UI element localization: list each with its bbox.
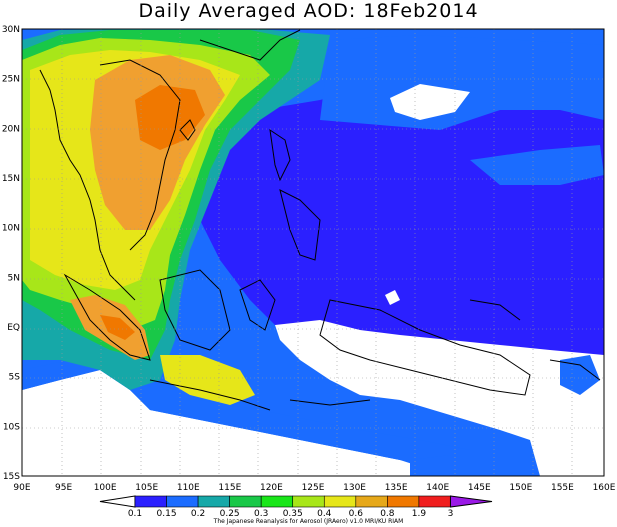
credit-text: The Japanese Reanalysis for Aerosol (JRA… (213, 518, 404, 525)
colorbar-segment (166, 495, 199, 508)
lon-tick-label: 90E (13, 483, 30, 493)
lon-tick-label: 160E (593, 483, 616, 493)
lat-tick-label: 5N (8, 273, 20, 283)
colorbar-label: 0.25 (220, 509, 240, 519)
lat-tick-label: 5S (9, 373, 21, 383)
colorbar-label: 0.8 (380, 509, 395, 519)
colorbar-segment (229, 495, 262, 508)
colorbar-label: 0.4 (317, 509, 332, 519)
lon-tick-label: 100E (94, 483, 117, 493)
grid (22, 29, 604, 476)
colorbar-segment (387, 495, 420, 508)
colorbar-label: 0.6 (349, 509, 364, 519)
lon-tick-label: 115E (218, 483, 241, 493)
lat-tick-label: 20N (2, 124, 20, 134)
lat-tick-label: 10S (3, 422, 20, 432)
lat-tick-label: 15S (3, 472, 20, 482)
map-title: Daily Averaged AOD: 18Feb2014 (138, 0, 479, 22)
colorbar-label: 0.15 (157, 509, 177, 519)
colorbar-segment (355, 495, 388, 508)
lon-tick-label: 110E (177, 483, 200, 493)
lon-tick-label: 105E (135, 483, 158, 493)
latitude-axis: 30N 25N 20N 15N 10N 5N EQ 5S 10S 15S (2, 25, 20, 482)
field-yellow-java (160, 355, 255, 405)
lat-tick-label: 30N (2, 25, 20, 35)
field-white-png (275, 320, 604, 476)
aod-field (22, 29, 604, 476)
field-darkorange (135, 85, 205, 150)
colorbar-segment (197, 495, 230, 508)
field-white-ne2 (385, 290, 400, 305)
field-darkorange-sumatra (100, 315, 135, 340)
field-white-ne (390, 84, 470, 120)
field-lightblue-east (470, 145, 604, 185)
field-lightblue-south (410, 455, 460, 476)
colorbar-label: 0.35 (283, 509, 303, 519)
field-lightblue-png (560, 355, 600, 395)
colorbar-label: 0.2 (191, 509, 205, 519)
colorbar: 0.1 0.15 0.2 0.25 0.3 0.35 0.4 0.6 0.8 1.9 3 (99, 495, 493, 519)
lat-tick-label: 15N (2, 174, 20, 184)
colorbar-label: 0.3 (254, 509, 268, 519)
colorbar-segment (292, 495, 325, 508)
lon-tick-label: 125E (302, 483, 325, 493)
colorbar-min-arrow (99, 495, 136, 508)
lon-tick-label: 150E (509, 483, 532, 493)
colorbar-label: 1.9 (412, 509, 427, 519)
colorbar-segment (323, 495, 357, 508)
lon-tick-label: 155E (551, 483, 574, 493)
colorbar-segment (260, 495, 294, 508)
lon-tick-label: 140E (426, 483, 449, 493)
lon-tick-label: 120E (260, 483, 283, 493)
colorbar-label: 0.1 (128, 509, 142, 519)
colorbar-max-arrow (449, 495, 493, 508)
colorbar-segment (134, 495, 167, 508)
map-frame (21, 28, 605, 477)
lon-tick-label: 95E (55, 483, 72, 493)
lat-tick-label: EQ (7, 323, 20, 333)
longitude-axis: 90E 95E 100E 105E 110E 115E 120E 125E 130E 135E 14… (13, 483, 615, 493)
lon-tick-label: 145E (468, 483, 491, 493)
lat-tick-label: 25N (2, 75, 20, 85)
coastlines (39, 29, 601, 411)
lat-tick-label: 10N (2, 224, 20, 234)
colorbar-label: 3 (448, 509, 454, 519)
field-white-sw (22, 370, 450, 476)
field-lightblue-north (320, 35, 604, 130)
lon-tick-label: 135E (385, 483, 408, 493)
colorbar-segment (418, 495, 451, 508)
lon-tick-label: 130E (343, 483, 366, 493)
